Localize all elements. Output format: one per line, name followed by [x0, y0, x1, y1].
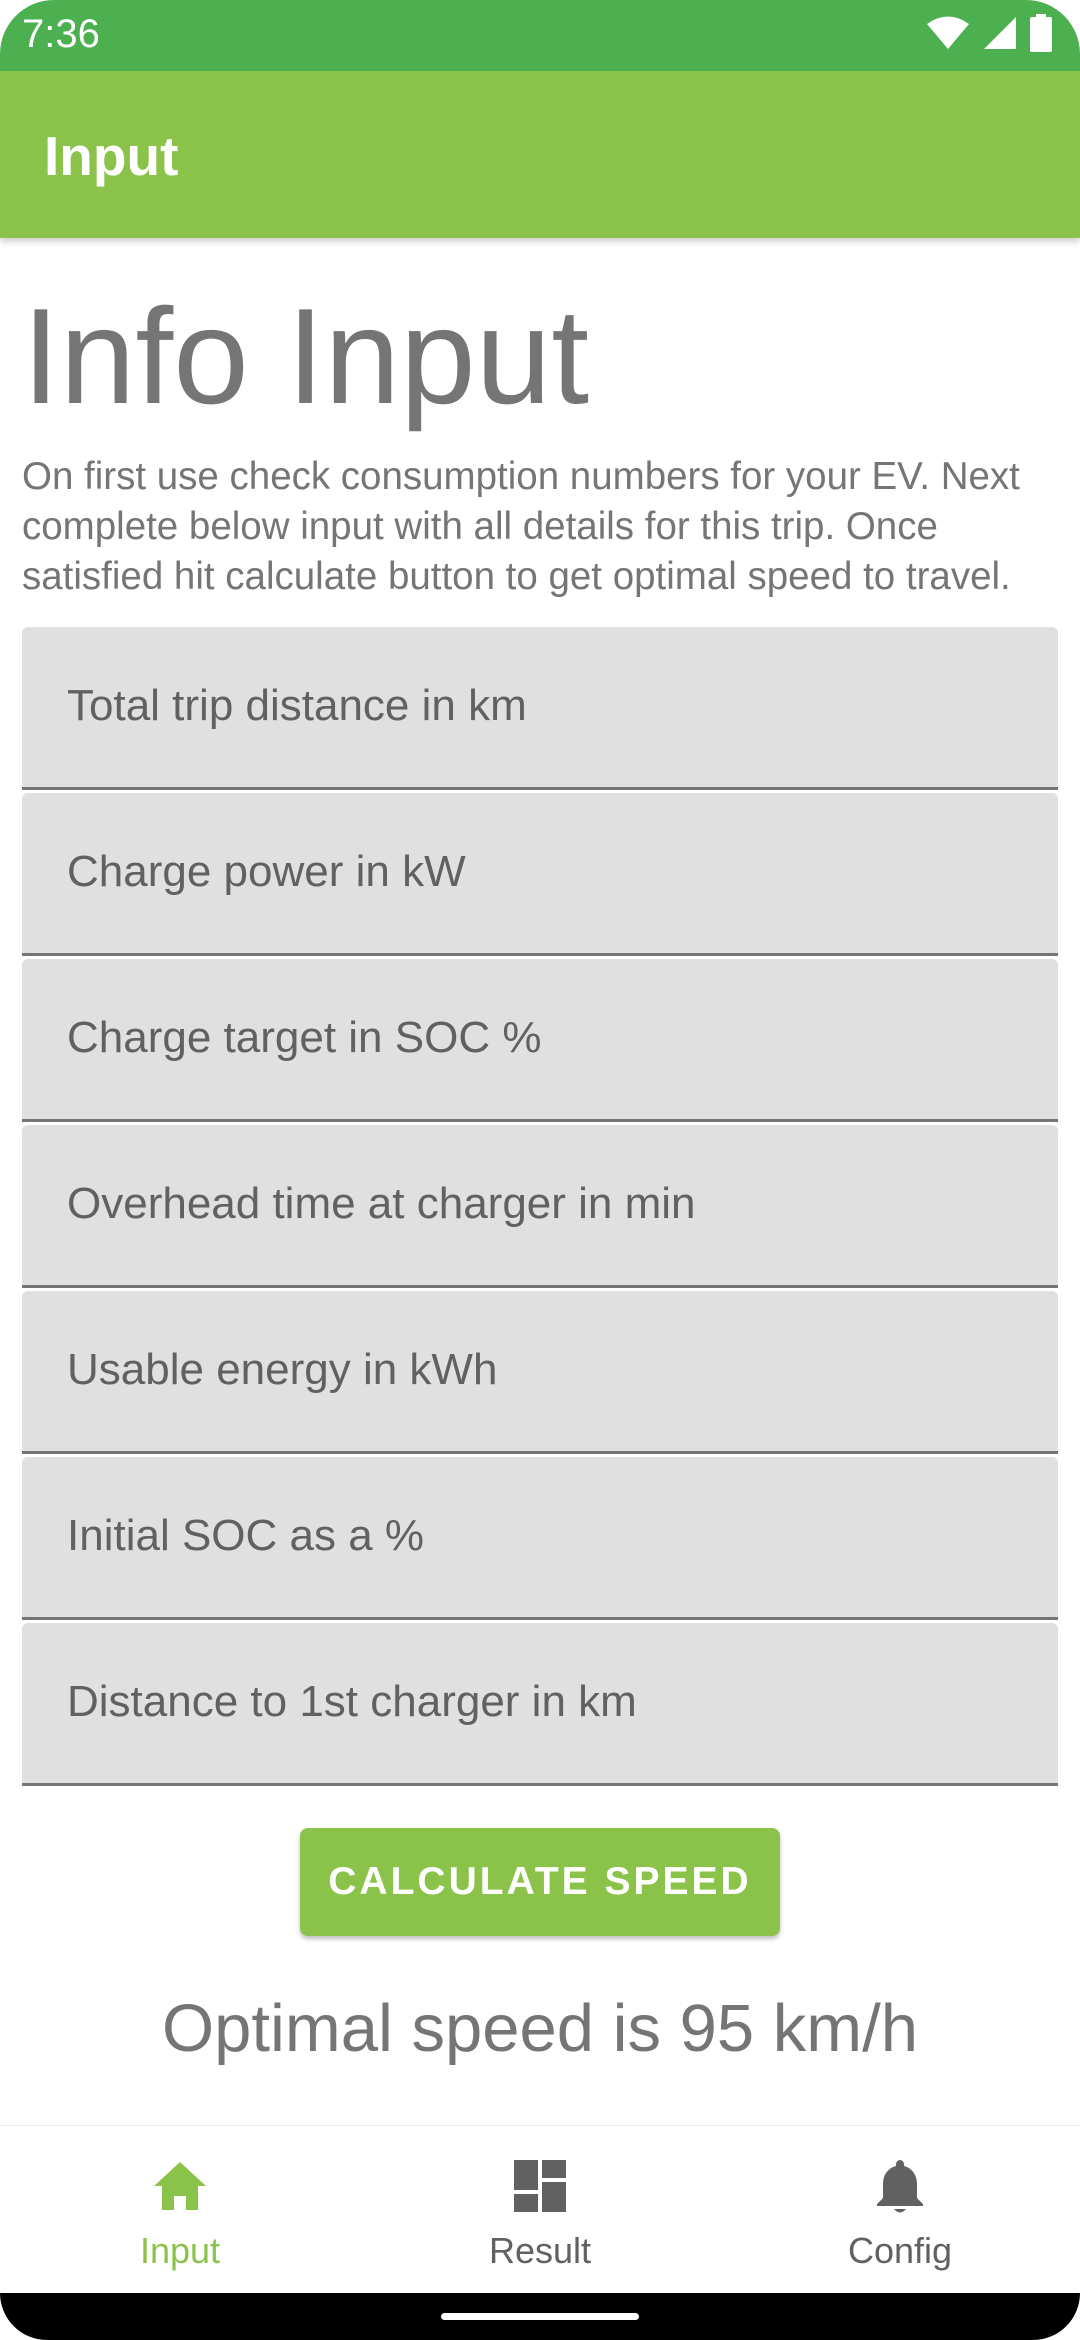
nav-item-result[interactable]: Result	[360, 2126, 720, 2294]
field-placeholder: Charge power in kW	[67, 847, 466, 896]
nav-item-input[interactable]: Input	[0, 2126, 360, 2294]
status-time: 7:36	[22, 12, 100, 56]
overhead-time-field[interactable]: Overhead time at charger in min	[22, 1125, 1058, 1288]
usable-energy-field[interactable]: Usable energy in kWh	[22, 1291, 1058, 1454]
total-trip-distance-field[interactable]: Total trip distance in km	[22, 627, 1058, 790]
field-placeholder: Initial SOC as a %	[67, 1511, 425, 1560]
bottom-navigation: Input Result Config	[0, 2125, 1080, 2294]
app-bar-title: Input	[44, 125, 179, 187]
page-title: Info Input	[22, 280, 590, 432]
bell-icon	[877, 2160, 923, 2213]
initial-soc-field[interactable]: Initial SOC as a %	[22, 1457, 1058, 1620]
nav-label-input: Input	[139, 2230, 221, 2271]
cell-signal-icon	[984, 17, 1016, 49]
app-bar: Input	[0, 71, 1080, 238]
status-icons	[926, 14, 1052, 52]
status-bar: 7:36	[0, 0, 1080, 71]
system-gesture-bar	[0, 2293, 1080, 2340]
nav-item-config[interactable]: Config	[720, 2126, 1080, 2294]
optimal-speed-result: Optimal speed is 95 km/h	[162, 1991, 918, 2066]
charge-power-field[interactable]: Charge power in kW	[22, 793, 1058, 956]
charge-target-field[interactable]: Charge target in SOC %	[22, 959, 1058, 1122]
wifi-icon	[927, 16, 969, 49]
home-icon	[154, 2162, 206, 2210]
field-placeholder: Overhead time at charger in min	[67, 1179, 696, 1228]
field-placeholder: Distance to 1st charger in km	[67, 1677, 637, 1726]
intro-text: On first use check consumption numbers f…	[22, 455, 1020, 598]
nav-label-result: Result	[488, 2230, 592, 2271]
field-placeholder: Total trip distance in km	[67, 681, 527, 730]
home-gesture-handle[interactable]	[441, 2313, 639, 2320]
dashboard-icon	[514, 2160, 566, 2212]
calculate-speed-button[interactable]: CALCULATE SPEED	[300, 1828, 780, 1936]
battery-icon	[1030, 14, 1052, 52]
distance-to-first-charger-field[interactable]: Distance to 1st charger in km	[22, 1623, 1058, 1786]
field-placeholder: Charge target in SOC %	[67, 1013, 542, 1062]
field-placeholder: Usable energy in kWh	[67, 1345, 498, 1394]
nav-label-config: Config	[847, 2230, 953, 2271]
